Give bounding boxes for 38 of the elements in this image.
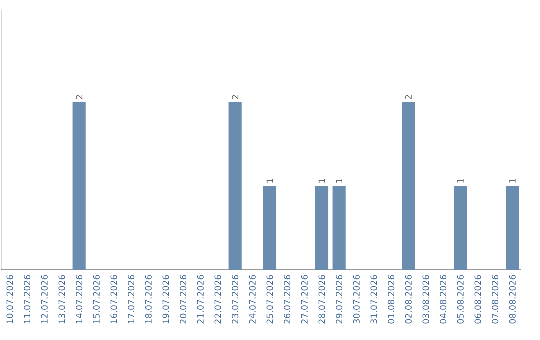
x-tick-label: 26.07.2026	[284, 275, 291, 324]
x-tick-label: 06.08.2026	[474, 275, 482, 324]
x-tick-label: 03.08.2026	[422, 275, 430, 324]
x-tick-label: 21.07.2026	[197, 275, 204, 324]
x-tick-label: 11.07.2026	[24, 275, 31, 324]
x-tick-label: 28.07.2026	[318, 275, 326, 324]
x-tick-label: 31.07.2026	[370, 275, 378, 324]
x-tick-label: 15.07.2026	[93, 275, 100, 324]
x-tick-label: 12.07.2026	[41, 275, 48, 324]
x-tick-label: 13.07.2026	[58, 275, 66, 324]
x-tick-label: 22.07.2026	[214, 275, 222, 324]
x-tick-label: 18.07.2026	[145, 275, 152, 324]
data-label: 1	[266, 179, 274, 183]
x-tick-label: 30.07.2026	[353, 275, 360, 324]
x-tick-label: 29.07.2026	[336, 275, 343, 324]
x-tick-label: 27.07.2026	[301, 275, 308, 324]
x-tick-label: 23.07.2026	[232, 275, 239, 324]
x-tick-label: 08.08.2026	[509, 275, 516, 324]
data-label: 1	[510, 179, 516, 183]
data-label: 2	[232, 95, 239, 100]
x-tick-label: 24.07.2026	[249, 275, 256, 324]
x-tick-label: 02.08.2026	[405, 275, 412, 324]
x-tick-label: 04.08.2026	[440, 275, 447, 324]
x-tick-label: 01.08.2026	[388, 275, 395, 324]
data-label: 2	[76, 95, 83, 100]
x-tick-label: 25.07.2026	[266, 275, 274, 324]
x-tick-label: 10.07.2026	[6, 275, 14, 324]
x-tick-label: 20.07.2026	[180, 275, 187, 324]
data-label: 1	[458, 179, 464, 183]
x-tick-label: 05.08.2026	[457, 275, 464, 324]
data-label: 2	[405, 95, 412, 100]
x-tick-label: 14.07.2026	[76, 275, 83, 324]
x-tick-label: 19.07.2026	[162, 275, 170, 324]
x-tick-label: 07.08.2026	[492, 275, 499, 324]
x-tick-label: 17.07.2026	[128, 275, 135, 324]
x-tick-label: 16.07.2026	[110, 275, 118, 324]
data-label: 1	[336, 179, 342, 183]
data-label: 1	[318, 179, 326, 183]
